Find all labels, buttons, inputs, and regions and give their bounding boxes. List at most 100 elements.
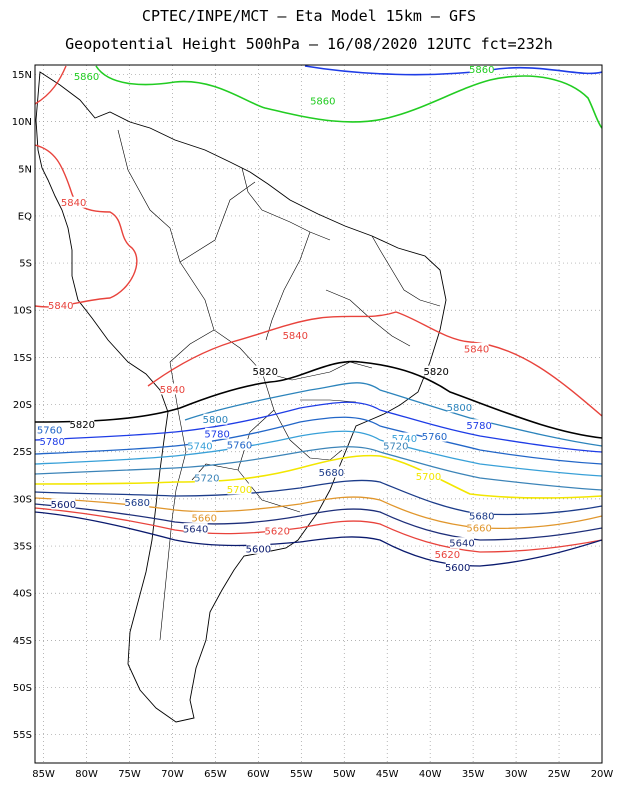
contour-label-bg xyxy=(445,561,470,573)
contour-label-bg xyxy=(61,196,86,208)
contour-label-5860: 5860 xyxy=(469,65,494,76)
lon-tick-label: 20W xyxy=(591,769,614,780)
lat-tick-label: 10S xyxy=(13,306,32,317)
contour-label-5820: 5820 xyxy=(253,367,278,378)
contour-label-5820: 5820 xyxy=(70,420,95,431)
contour-label-5740: 5740 xyxy=(187,442,212,453)
contour-5620 xyxy=(35,507,602,553)
lat-tick-label: EQ xyxy=(18,211,32,222)
contour-label-bg xyxy=(416,470,441,482)
contour-label-bg xyxy=(467,522,492,534)
contour-labels: 5860 5860 5860 5840 5840 5840 5840 5840 5820 5820… xyxy=(37,65,494,574)
lon-tick-label: 35W xyxy=(462,769,485,780)
contour-5880 xyxy=(304,65,602,76)
contour-label-bg xyxy=(246,542,271,554)
contour-label-5780: 5780 xyxy=(204,429,229,440)
contour-label-bg xyxy=(74,70,99,82)
contour-label-5660: 5660 xyxy=(192,513,217,524)
contour-5600 xyxy=(35,511,602,567)
lon-tick-label: 65W xyxy=(204,769,227,780)
contour-label-bg xyxy=(467,419,492,431)
contour-5680 xyxy=(35,479,602,516)
contour-label-bg xyxy=(160,383,185,395)
contour-5760 xyxy=(35,416,602,465)
contour-label-5600: 5600 xyxy=(246,544,271,555)
contour-label-5680: 5680 xyxy=(125,498,150,509)
contour-5780 xyxy=(35,401,602,453)
contour-label-5640: 5640 xyxy=(183,525,208,536)
contour-label-bg xyxy=(227,439,252,451)
contour-label-5760: 5760 xyxy=(37,426,62,437)
lat-tick-label: 15N xyxy=(12,70,32,81)
lat-tick-label: 55S xyxy=(13,730,32,741)
contour-label-5640: 5640 xyxy=(449,539,474,550)
contour-label-5860: 5860 xyxy=(310,96,335,107)
contour-label-bg xyxy=(435,548,460,560)
lon-tick-label: 45W xyxy=(376,769,399,780)
contour-5800 xyxy=(184,382,602,447)
contour-label-bg xyxy=(469,65,494,75)
contour-label-bg xyxy=(70,418,95,430)
contour-label-bg xyxy=(447,401,472,413)
contour-label-bg xyxy=(227,483,252,495)
contour-label-5800: 5800 xyxy=(203,415,228,426)
contour-label-bg xyxy=(449,537,474,549)
continent-outline xyxy=(35,71,447,723)
lat-tick-label: 35S xyxy=(13,542,32,553)
lon-tick-label: 70W xyxy=(161,769,184,780)
contour-5700 xyxy=(35,454,602,499)
contour-label-bg xyxy=(469,509,494,521)
contour-label-5600: 5600 xyxy=(51,500,76,511)
contour-5820 xyxy=(35,360,602,439)
contour-5840c xyxy=(35,65,67,105)
contour-label-bg xyxy=(253,365,278,377)
contour-label-bg xyxy=(37,424,62,436)
contour-label-bg xyxy=(383,440,408,452)
contour-label-5600: 5600 xyxy=(445,563,470,574)
contour-label-5760: 5760 xyxy=(422,432,447,443)
contour-label-5840: 5840 xyxy=(283,331,308,342)
contour-label-5740: 5740 xyxy=(392,434,417,445)
south-america-coastline xyxy=(35,71,447,723)
contour-label-bg xyxy=(424,365,449,377)
lat-tick-label: 20S xyxy=(13,400,32,411)
contour-label-bg xyxy=(187,440,212,452)
contour-label-bg xyxy=(194,472,219,484)
contour-label-bg xyxy=(319,466,344,478)
contour-label-bg xyxy=(464,342,489,354)
lat-tick-label: 5N xyxy=(18,164,32,175)
contour-label-5700: 5700 xyxy=(227,485,252,496)
contour-label-5780: 5780 xyxy=(466,421,491,432)
lat-tick-label: 40S xyxy=(13,589,32,600)
lon-tick-label: 85W xyxy=(32,769,55,780)
lon-tick-label: 25W xyxy=(548,769,571,780)
lon-tick-label: 60W xyxy=(247,769,270,780)
contour-label-5620: 5620 xyxy=(265,526,290,537)
chart-title: CPTEC/INPE/MCT – Eta Model 15km – GFS xyxy=(141,7,477,25)
contour-label-5840: 5840 xyxy=(160,385,185,396)
contour-label-bg xyxy=(125,496,150,508)
contour-label-bg xyxy=(205,427,230,439)
contour-label-bg xyxy=(192,511,217,523)
contour-label-bg xyxy=(203,413,228,425)
contour-label-5660: 5660 xyxy=(466,524,491,535)
contour-5740 xyxy=(35,430,602,477)
lat-tick-label: 15S xyxy=(13,353,32,364)
contour-label-5820: 5820 xyxy=(423,367,448,378)
contour-label-bg xyxy=(422,430,447,442)
contour-5720 xyxy=(35,446,602,491)
contour-5660 xyxy=(35,496,602,530)
contour-label-bg xyxy=(183,523,208,535)
axis-ticks: 15N 10N 5N EQ 5S 10S 15S 20S 25S 30S 35S 40S 45S 50S 5… xyxy=(12,70,614,780)
lon-tick-label: 40W xyxy=(419,769,442,780)
contour-label-5620: 5620 xyxy=(435,550,460,561)
lat-tick-label: 45S xyxy=(13,636,32,647)
lat-tick-label: 25S xyxy=(13,447,32,458)
contour-label-5760: 5760 xyxy=(227,441,252,452)
contour-label-5780: 5780 xyxy=(39,437,64,448)
contour-lines xyxy=(35,65,602,567)
contour-label-bg xyxy=(392,432,417,444)
contour-label-5860: 5860 xyxy=(74,72,99,83)
contour-5860 xyxy=(95,65,602,129)
